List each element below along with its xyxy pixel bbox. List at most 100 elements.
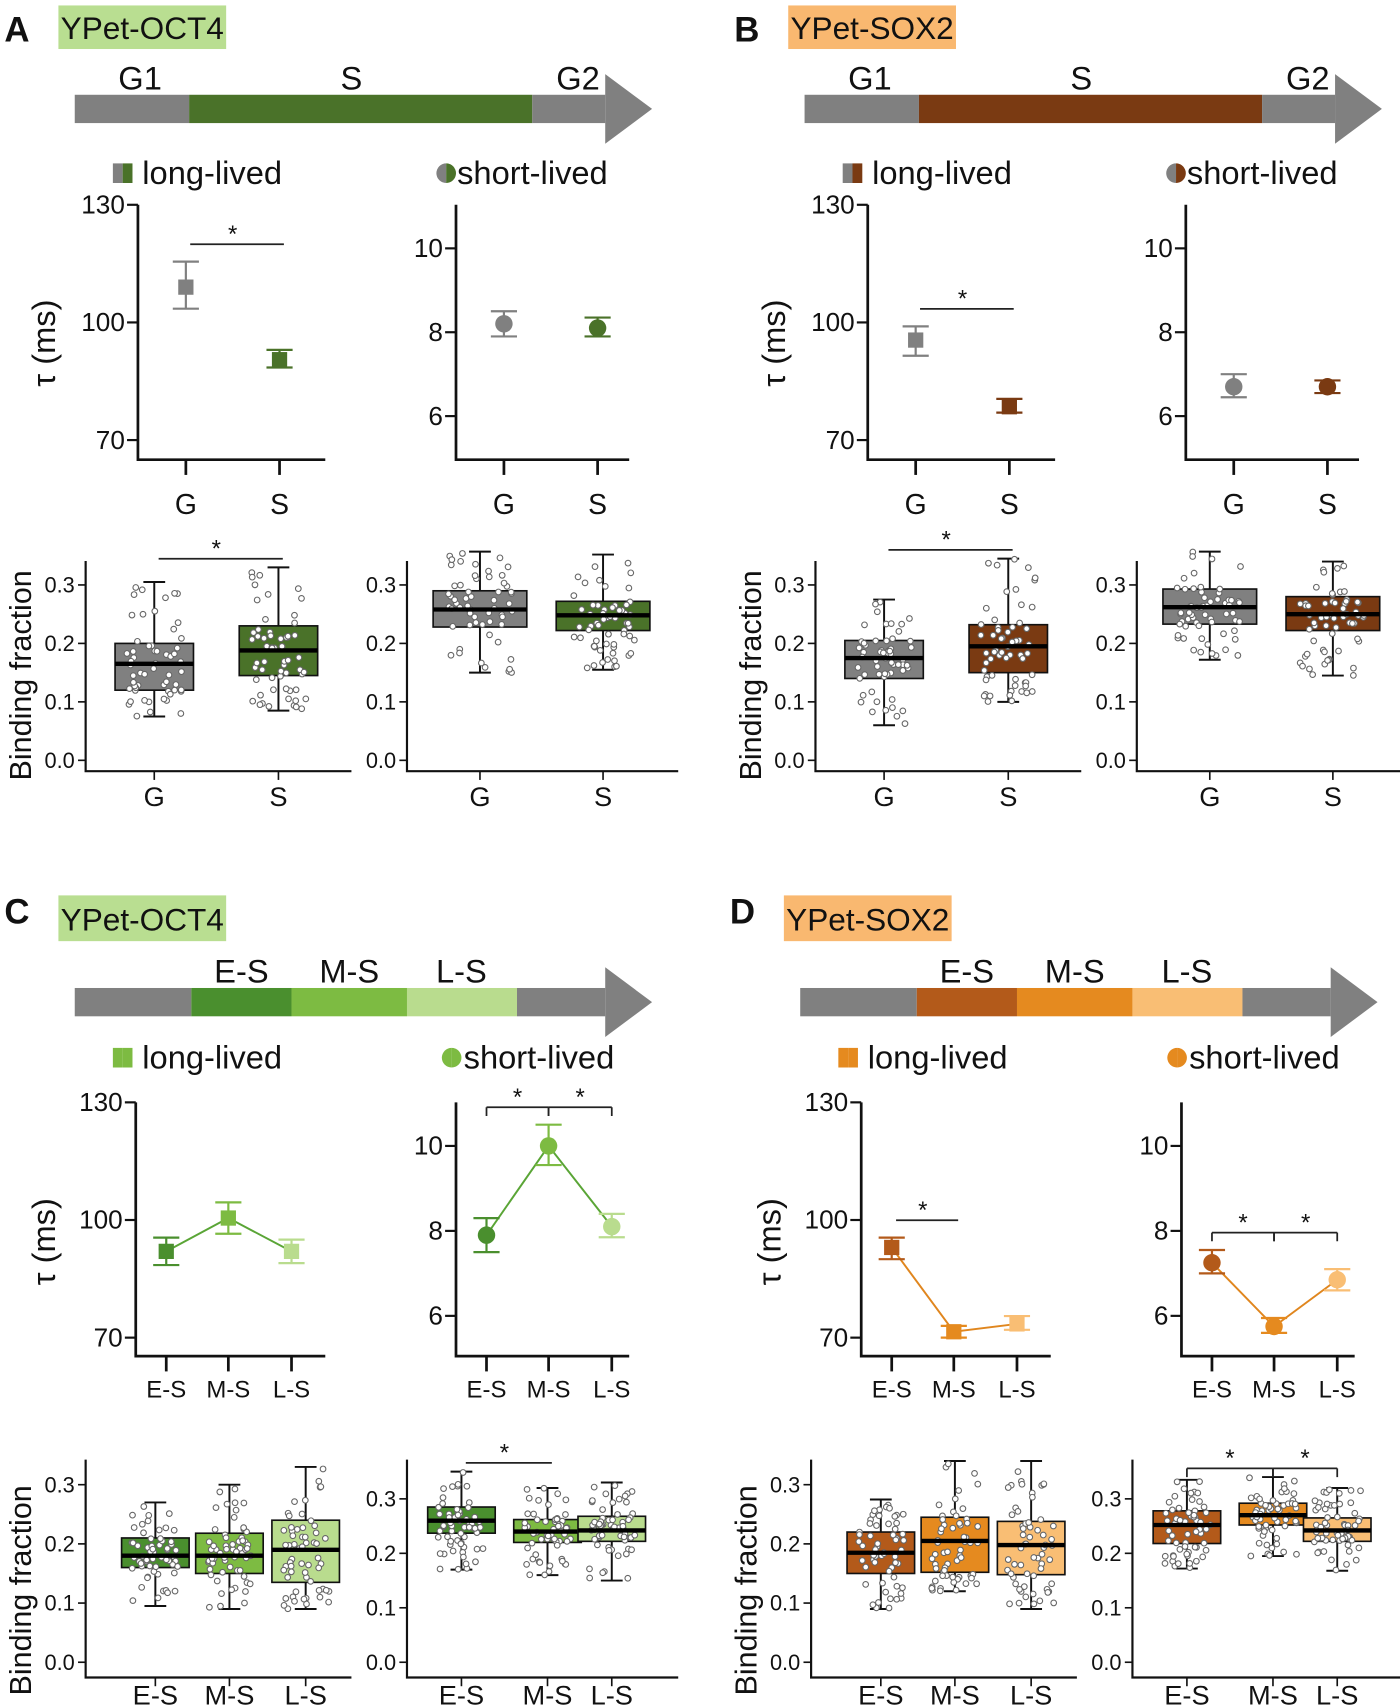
- jitter-point: [500, 579, 508, 587]
- timeline-segment: [1242, 987, 1331, 1017]
- jitter-point: [129, 648, 137, 655]
- jitter-point: [523, 1486, 531, 1493]
- y-tick-label: 10: [1139, 1131, 1168, 1161]
- jitter-point: [872, 600, 879, 608]
- jitter-point: [249, 697, 257, 705]
- jitter-point: [1350, 664, 1357, 672]
- jitter-point: [1168, 1532, 1176, 1539]
- jitter-point: [1260, 1528, 1268, 1535]
- jitter-point: [315, 1477, 323, 1485]
- jitter-point: [583, 664, 591, 672]
- jitter-point: [462, 595, 470, 602]
- jitter-point: [950, 1578, 958, 1586]
- jitter-point: [163, 1545, 171, 1552]
- jitter-point: [1310, 637, 1318, 645]
- jitter-point: [1183, 1550, 1191, 1558]
- jitter-point: [439, 1500, 447, 1507]
- jitter-point: [605, 1546, 613, 1554]
- y-tick-label: 0.2: [366, 631, 396, 656]
- y-tick-label: 0.0: [44, 1650, 74, 1675]
- y-tick-label: 6: [428, 401, 443, 431]
- jitter-point: [985, 559, 992, 567]
- jitter-point: [1335, 647, 1342, 655]
- jitter-point: [553, 1541, 561, 1549]
- jitter-point: [163, 678, 170, 686]
- jitter-point: [436, 1510, 443, 1518]
- jitter-point: [1310, 619, 1318, 627]
- jitter-point: [1016, 1586, 1023, 1593]
- jitter-point: [1345, 1547, 1353, 1555]
- axes: [814, 560, 1082, 773]
- jitter-point: [1026, 1533, 1034, 1541]
- jitter-point: [625, 584, 633, 592]
- jitter-point: [1024, 564, 1032, 572]
- timeline-label: G2: [556, 59, 600, 96]
- jitter-point: [1173, 584, 1181, 592]
- jitter-point: [207, 1571, 215, 1579]
- jitter-point: [1223, 610, 1230, 618]
- jitter-point: [866, 1532, 874, 1540]
- jitter-point: [451, 596, 459, 604]
- jitter-point: [240, 1573, 248, 1580]
- jitter-point: [1187, 1489, 1195, 1497]
- jitter-point: [1015, 1599, 1023, 1607]
- jitter-point: [935, 1501, 943, 1509]
- tau-axis-label: τ (ms): [755, 299, 792, 386]
- jitter-point: [1011, 682, 1019, 690]
- jitter-point: [1303, 650, 1311, 658]
- jitter-point: [936, 1587, 944, 1595]
- jitter-point: [1321, 648, 1328, 656]
- jitter-point: [1208, 618, 1216, 626]
- jitter-point: [301, 1496, 309, 1504]
- jitter-point: [289, 1532, 297, 1540]
- y-tick-label: 0.2: [44, 1532, 74, 1557]
- jitter-point: [1321, 1519, 1329, 1527]
- jitter-point: [893, 1519, 900, 1527]
- jitter-point: [1189, 553, 1197, 560]
- jitter-point: [1022, 682, 1030, 690]
- jitter-point: [1022, 1593, 1030, 1601]
- jitter-point: [1200, 1539, 1208, 1547]
- jitter-point: [545, 1501, 552, 1508]
- jitter-point: [885, 1567, 893, 1575]
- jitter-point: [542, 1518, 549, 1525]
- jitter-point: [178, 635, 185, 642]
- jitter-point: [563, 1538, 571, 1545]
- jitter-point: [562, 1496, 570, 1504]
- jitter-point: [1292, 1517, 1299, 1525]
- axes: [134, 1102, 326, 1358]
- x-tick-label: S: [1000, 489, 1019, 521]
- jitter-point: [1296, 600, 1304, 608]
- jitter-point: [485, 567, 492, 575]
- box-plot: [1238, 1474, 1308, 1560]
- jitter-point: [528, 1539, 536, 1547]
- jitter-point: [141, 696, 148, 704]
- jitter-point: [282, 1541, 289, 1549]
- jitter-point: [129, 1539, 137, 1547]
- jitter-point: [170, 1569, 178, 1577]
- legend-long-label: long-lived: [868, 1039, 1008, 1076]
- box-plot: [1302, 1486, 1372, 1574]
- x-tick-label: E-S: [439, 1680, 484, 1708]
- legend-long-icon: [842, 163, 863, 183]
- jitter-point: [264, 591, 272, 598]
- axes: [454, 204, 630, 462]
- jitter-point: [498, 620, 506, 628]
- significance-bar: *: [920, 286, 1014, 313]
- jitter-point: [1184, 1530, 1191, 1538]
- jitter-point: [298, 595, 305, 602]
- jitter-point: [861, 671, 869, 679]
- jitter-point: [229, 1541, 237, 1548]
- jitter-point: [505, 600, 513, 608]
- jitter-point: [486, 618, 494, 626]
- jitter-point: [1312, 583, 1320, 591]
- jitter-point: [1255, 1539, 1263, 1547]
- jitter-point: [248, 573, 256, 581]
- jitter-point: [313, 1540, 320, 1547]
- box-plot: [271, 1465, 341, 1613]
- legend-long-label: long-lived: [872, 154, 1012, 191]
- jitter-point: [1262, 1501, 1269, 1509]
- y-tick-label: 0.2: [1091, 1541, 1121, 1566]
- jitter-point: [1220, 630, 1227, 638]
- timeline-segment: [291, 987, 407, 1017]
